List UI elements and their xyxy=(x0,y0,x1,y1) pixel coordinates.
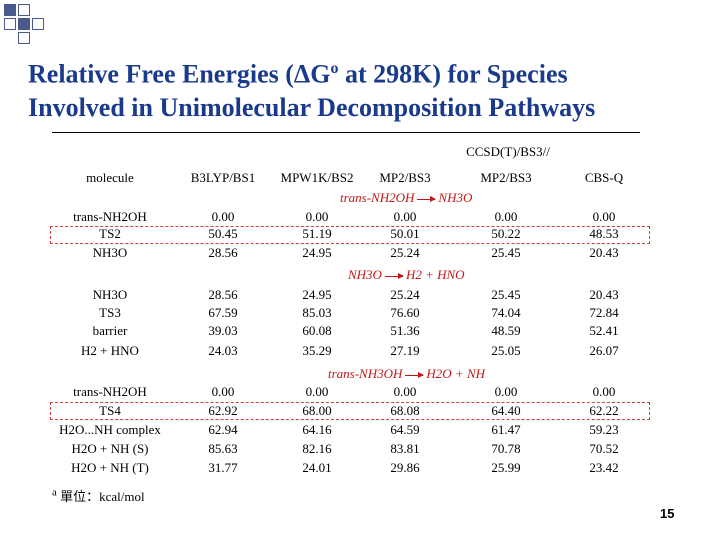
energy-value: 25.24 xyxy=(390,245,420,260)
molecule-name: H2O...NH complex xyxy=(59,422,161,437)
energy-value: 52.41 xyxy=(589,323,619,338)
slide-title: Relative Free Energies (ΔGo at 298K) for… xyxy=(28,52,708,124)
section-label: NH3O H2 + HNO xyxy=(348,267,465,282)
energy-value: 25.05 xyxy=(491,343,521,358)
energy-value: 76.60 xyxy=(390,305,420,320)
energy-value: 24.95 xyxy=(302,245,332,260)
energy-value: 39.03 xyxy=(208,323,238,338)
energy-value: 48.59 xyxy=(491,323,521,338)
energy-value: 74.04 xyxy=(491,305,521,320)
energy-value: 0.00 xyxy=(494,209,518,224)
arrow-icon xyxy=(417,195,437,202)
energy-value: 59.23 xyxy=(589,422,619,437)
header-mp2-b: MP2/BS3 xyxy=(480,170,532,185)
energy-value: 20.43 xyxy=(589,287,619,302)
energy-value: 72.84 xyxy=(589,305,619,320)
energy-value: 85.63 xyxy=(208,441,238,456)
energy-value: 28.56 xyxy=(208,245,238,260)
energy-value: 64.16 xyxy=(302,422,332,437)
energy-value: 82.16 xyxy=(302,441,332,456)
energy-value: 0.00 xyxy=(305,384,329,399)
energy-value: 50.01 xyxy=(390,226,420,241)
energy-value: 25.45 xyxy=(491,245,521,260)
energy-value: 35.29 xyxy=(302,343,332,358)
title-line-2: Involved in Unimolecular Decomposition P… xyxy=(28,92,596,122)
molecule-name: TS4 xyxy=(99,403,121,418)
energy-value: 68.00 xyxy=(302,403,332,418)
energy-value: 28.56 xyxy=(208,287,238,302)
molecule-name: trans-NH2OH xyxy=(73,384,147,399)
section-label: trans-NH2OH NH3O xyxy=(340,190,473,205)
energy-value: 0.00 xyxy=(393,209,417,224)
energy-value: 24.01 xyxy=(302,460,332,475)
molecule-name: TS3 xyxy=(99,305,121,320)
energy-value: 25.24 xyxy=(390,287,420,302)
energy-value: 64.59 xyxy=(390,422,420,437)
energy-value: 0.00 xyxy=(305,209,329,224)
energy-value: 64.40 xyxy=(491,403,521,418)
molecule-name: TS2 xyxy=(99,226,121,241)
energy-value: 20.43 xyxy=(589,245,619,260)
table-top-rule xyxy=(52,132,640,133)
molecule-name: trans-NH2OH xyxy=(73,209,147,224)
energy-value: 25.45 xyxy=(491,287,521,302)
section-label: trans-NH3OH H2O + NH xyxy=(328,366,486,381)
energy-value: 0.00 xyxy=(211,384,235,399)
energy-value: 26.07 xyxy=(589,343,619,358)
molecule-name: barrier xyxy=(92,323,128,338)
molecule-name: H2 + HNO xyxy=(81,343,139,358)
header-mpw1k: MPW1K/BS2 xyxy=(280,170,354,185)
arrow-icon xyxy=(384,272,404,279)
unit-footnote: a 單位：kcal/mol xyxy=(52,486,145,504)
energy-value: 70.52 xyxy=(589,441,619,456)
ts2-highlight xyxy=(50,226,650,244)
energy-value: 68.08 xyxy=(390,403,420,418)
energy-value: 62.94 xyxy=(208,422,238,437)
energy-value: 51.36 xyxy=(390,323,420,338)
title-line-1: Relative Free Energies (ΔGo at 298K) for… xyxy=(28,59,568,89)
energy-value: 31.77 xyxy=(208,460,238,475)
energy-value: 24.95 xyxy=(302,287,332,302)
energy-value: 27.19 xyxy=(390,343,420,358)
molecule-name: H2O + NH (T) xyxy=(71,460,149,475)
energy-value: 62.22 xyxy=(589,403,619,418)
energy-value: 83.81 xyxy=(390,441,420,456)
energy-value: 51.19 xyxy=(302,226,332,241)
molecule-name: NH3O xyxy=(92,245,128,260)
energy-value: 0.00 xyxy=(393,384,417,399)
energy-value: 0.00 xyxy=(211,209,235,224)
energy-value: 85.03 xyxy=(302,305,332,320)
energy-value: 60.08 xyxy=(302,323,332,338)
energy-value: 0.00 xyxy=(494,384,518,399)
arrow-icon xyxy=(405,371,425,378)
header-mp2-a: MP2/BS3 xyxy=(379,170,431,185)
energy-value: 70.78 xyxy=(491,441,521,456)
energy-value: 62.92 xyxy=(208,403,238,418)
energy-value: 50.22 xyxy=(491,226,521,241)
energy-value: 0.00 xyxy=(592,209,616,224)
energy-value: 25.99 xyxy=(491,460,521,475)
energy-value: 61.47 xyxy=(491,422,521,437)
header-molecule: molecule xyxy=(86,170,134,185)
ts4-highlight xyxy=(50,402,650,420)
energy-value: 29.86 xyxy=(390,460,420,475)
energy-value: 23.42 xyxy=(589,460,619,475)
page-number: 15 xyxy=(660,506,675,521)
ccsd-super-header: CCSD(T)/BS3// xyxy=(466,144,550,159)
header-cbsq: CBS-Q xyxy=(584,170,624,185)
molecule-name: NH3O xyxy=(92,287,128,302)
energy-value: 48.53 xyxy=(589,226,619,241)
energy-value: 24.03 xyxy=(208,343,238,358)
energy-value: 0.00 xyxy=(592,384,616,399)
molecule-name: H2O + NH (S) xyxy=(71,441,149,456)
header-b3lyp: B3LYP/BS1 xyxy=(190,170,256,185)
energy-value: 67.59 xyxy=(208,305,238,320)
energy-value: 50.45 xyxy=(208,226,238,241)
corner-decoration xyxy=(0,0,60,60)
